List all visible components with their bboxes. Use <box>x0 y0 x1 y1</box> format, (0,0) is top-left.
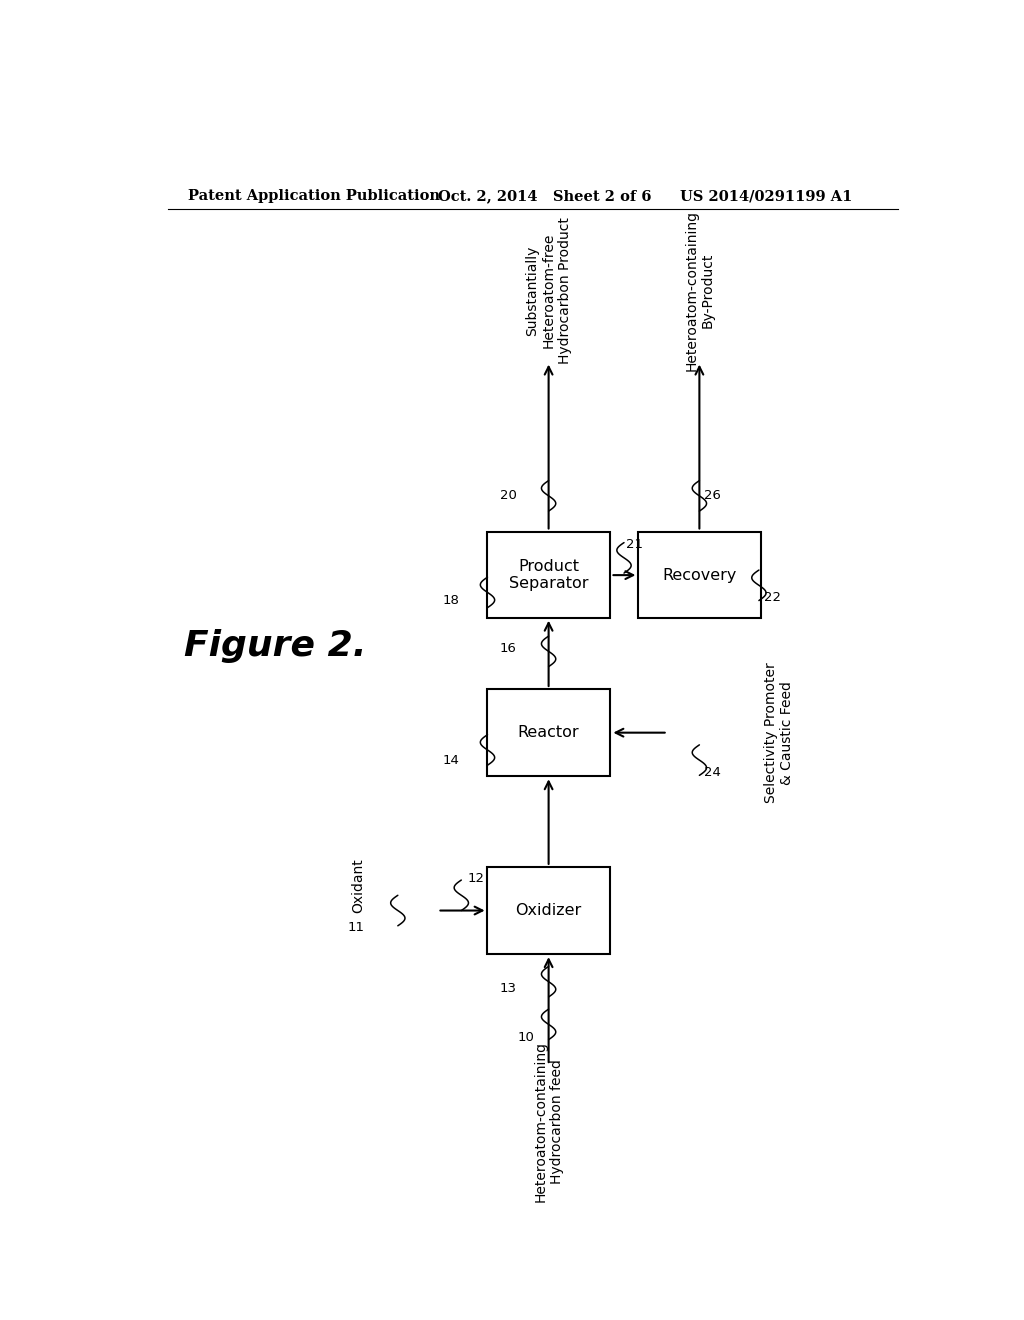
Text: Substantially
Heteroatom-free
Hydrocarbon Product: Substantially Heteroatom-free Hydrocarbo… <box>525 216 571 364</box>
Text: US 2014/0291199 A1: US 2014/0291199 A1 <box>680 189 852 203</box>
Text: 24: 24 <box>705 766 721 779</box>
Text: 14: 14 <box>442 754 460 767</box>
Text: 13: 13 <box>500 982 517 995</box>
FancyBboxPatch shape <box>638 532 761 618</box>
Text: 16: 16 <box>500 642 517 655</box>
Text: Figure 2.: Figure 2. <box>183 630 366 663</box>
Text: Heteroatom-containing
Hydrocarbon feed: Heteroatom-containing Hydrocarbon feed <box>534 1041 563 1203</box>
FancyBboxPatch shape <box>487 532 610 618</box>
Text: 20: 20 <box>500 490 517 503</box>
Text: Oxidizer: Oxidizer <box>515 903 582 917</box>
Text: Selectivity Promoter
& Caustic Feed: Selectivity Promoter & Caustic Feed <box>764 663 794 803</box>
FancyBboxPatch shape <box>487 867 610 954</box>
Text: 18: 18 <box>442 594 460 607</box>
Text: Product
Separator: Product Separator <box>509 558 589 591</box>
Text: 22: 22 <box>765 591 781 605</box>
Text: 10: 10 <box>517 1031 535 1044</box>
Text: 21: 21 <box>627 539 643 552</box>
Text: Patent Application Publication: Patent Application Publication <box>187 189 439 203</box>
Text: 26: 26 <box>705 490 721 503</box>
Text: Recovery: Recovery <box>663 568 736 582</box>
Text: 12: 12 <box>468 871 484 884</box>
FancyBboxPatch shape <box>487 689 610 776</box>
Text: Oct. 2, 2014   Sheet 2 of 6: Oct. 2, 2014 Sheet 2 of 6 <box>437 189 651 203</box>
Text: Reactor: Reactor <box>518 725 580 741</box>
Text: Oxidant: Oxidant <box>351 858 366 912</box>
Text: Heteroatom-containing
By-Product: Heteroatom-containing By-Product <box>684 210 715 371</box>
Text: 11: 11 <box>347 921 365 935</box>
